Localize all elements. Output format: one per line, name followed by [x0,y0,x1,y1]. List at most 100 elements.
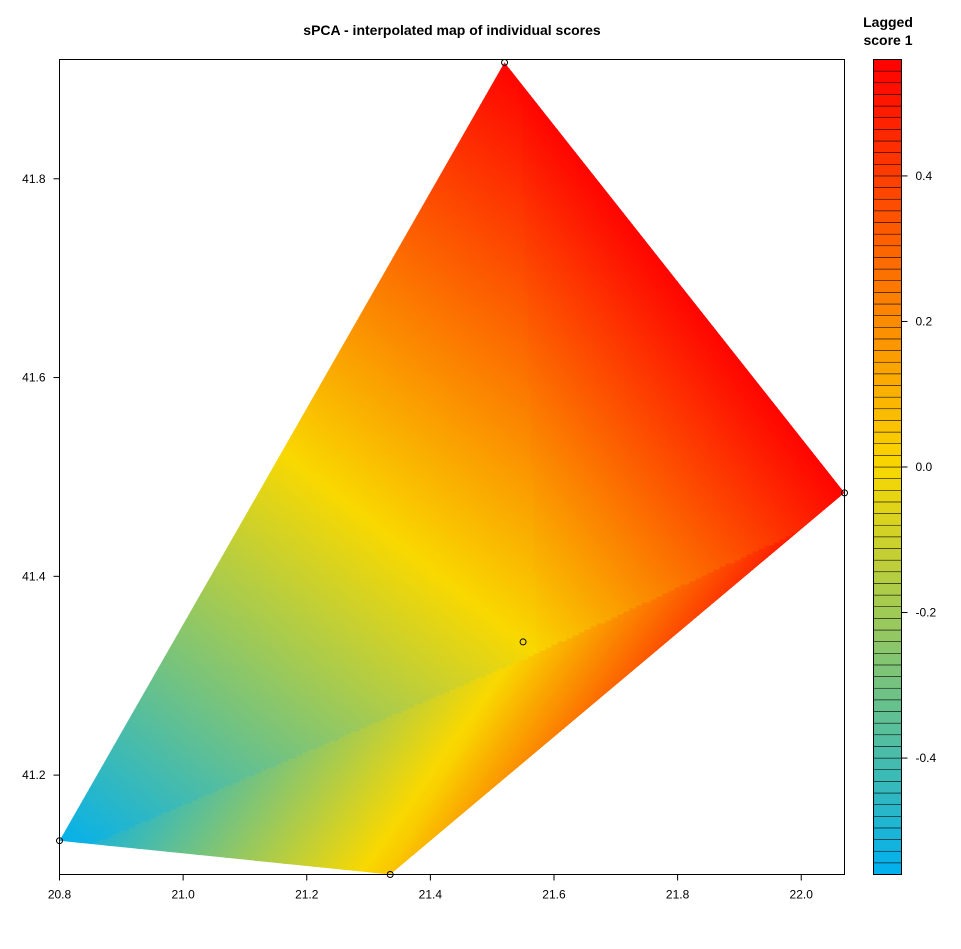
surface-cell [474,126,478,130]
surface-cell [522,210,526,214]
interpolated-surface [60,60,847,877]
surface-cell [420,240,424,244]
surface-cell [558,126,562,130]
surface-cell [489,87,493,91]
surface-cell [552,117,556,121]
surface-cell [468,231,472,235]
surface-cell [549,195,553,199]
surface-cell [519,174,523,178]
surface-cell [504,78,508,82]
surface-cell [471,138,475,142]
surface-cell [537,168,541,172]
surface-cell [573,201,577,205]
surface-cell [465,132,469,136]
surface-cell [471,117,475,121]
surface-cell [576,231,580,235]
surface-cell [408,240,412,244]
surface-cell [492,252,496,256]
surface-cell [513,120,517,124]
surface-cell [627,213,631,217]
surface-cell [441,210,445,214]
surface-cell [627,240,631,244]
surface-cell [564,234,568,238]
surface-cell [489,177,493,181]
surface-cell [471,207,475,211]
surface-cell [609,192,613,196]
surface-cell [414,252,418,256]
surface-cell [573,219,577,223]
surface-cell [486,114,490,118]
surface-cell [561,180,565,184]
surface-cell [558,237,562,241]
surface-cell [480,108,484,112]
surface-cell [417,246,421,250]
surface-cell [525,132,529,136]
surface-cell [495,213,499,217]
surface-cell [543,114,547,118]
surface-cell [555,171,559,175]
surface-cell [624,237,628,241]
surface-cell [432,198,436,202]
surface-cell [450,195,454,199]
surface-cell [519,177,523,181]
surface-cell [471,183,475,187]
surface-cell [591,180,595,184]
surface-cell [534,195,538,199]
surface-cell [579,147,583,151]
surface-cell [543,195,547,199]
surface-cell [573,189,577,193]
surface-cell [435,198,439,202]
surface-cell [528,213,532,217]
surface-cell [510,84,514,88]
surface-cell [393,255,397,259]
surface-cell [486,231,490,235]
surface-cell [414,201,418,205]
surface-cell [633,213,637,217]
surface-cell [471,246,475,250]
surface-cell [420,192,424,196]
surface-cell [594,225,598,229]
surface-cell [528,225,532,229]
surface-cell [591,219,595,223]
surface-cell [549,117,553,121]
surface-cell [450,219,454,223]
surface-cell [474,129,478,133]
surface-cell [492,237,496,241]
surface-cell [474,195,478,199]
surface-cell [510,72,514,76]
surface-cell [618,201,622,205]
surface-cell [579,231,583,235]
surface-cell [513,249,517,253]
surface-cell [513,147,517,151]
surface-cell [435,252,439,256]
surface-cell [414,216,418,220]
surface-cell [507,180,511,184]
surface-cell [531,150,535,154]
surface-cell [438,210,442,214]
surface-cell [450,207,454,211]
surface-cell [459,144,463,148]
surface-cell [498,240,502,244]
surface-cell [444,165,448,169]
surface-cell [555,132,559,136]
surface-cell [516,129,520,133]
surface-cell [432,252,436,256]
surface-cell [609,204,613,208]
surface-cell [537,189,541,193]
surface-cell [579,162,583,166]
surface-cell [600,174,604,178]
surface-cell [537,105,541,109]
surface-cell [549,252,553,256]
surface-cell [516,162,520,166]
surface-cell [489,192,493,196]
surface-cell [660,249,664,253]
surface-cell [564,210,568,214]
surface-cell [456,216,460,220]
surface-cell [486,87,490,91]
surface-cell [507,183,511,187]
surface-cell [489,234,493,238]
surface-cell [399,234,403,238]
surface-cell [453,255,457,259]
surface-cell [483,147,487,151]
surface-cell [561,255,565,259]
